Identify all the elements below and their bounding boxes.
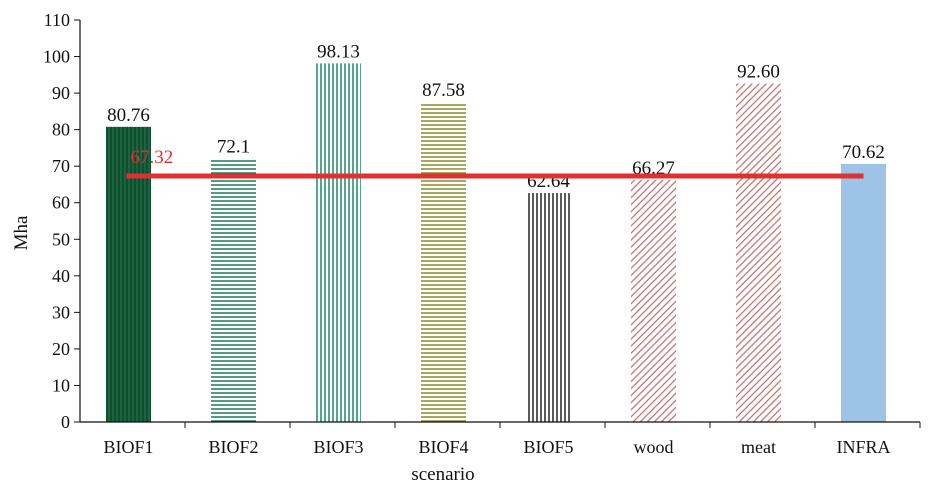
data-label: 70.62 (842, 142, 885, 163)
y-tick-label: 0 (61, 412, 70, 432)
x-tick-label: wood (634, 437, 674, 457)
bar-biof5 (526, 193, 571, 422)
x-tick-label: BIOF2 (208, 437, 258, 457)
data-label: 92.60 (737, 62, 780, 83)
bar-biof1 (106, 126, 151, 422)
axes (79, 20, 920, 423)
y-tick-label: 40 (52, 266, 70, 286)
y-tick-label: 110 (44, 10, 70, 30)
y-tick-label: 30 (52, 302, 70, 322)
x-tick-label: BIOF5 (523, 437, 573, 457)
bar-biof3 (316, 63, 361, 422)
reference-line-label: 67.32 (131, 147, 174, 168)
bar-biof4 (421, 101, 466, 422)
data-label: 87.58 (422, 80, 465, 101)
bar-biof2 (211, 158, 256, 423)
bar-meat (736, 83, 781, 423)
y-tick-label: 90 (52, 83, 70, 103)
x-axis-ticks: BIOF1 BIOF2 BIOF3 BIOF4 BIOF5 wood meat INFRA (103, 422, 921, 457)
bar-wood (631, 179, 676, 422)
data-label: 98.13 (317, 41, 360, 62)
reference-line-group: 67.32 (126, 147, 864, 179)
y-axis-title: Mha (11, 215, 32, 250)
x-axis-title: scenario (411, 464, 474, 485)
x-tick-label: meat (741, 437, 776, 457)
y-tick-label: 80 (52, 120, 70, 140)
data-label: 80.76 (107, 105, 150, 126)
x-tick-label: BIOF3 (313, 437, 363, 457)
x-tick-label: INFRA (836, 437, 890, 457)
y-tick-label: 20 (52, 339, 70, 359)
y-axis-ticks: 0 10 20 30 40 50 60 70 80 90 100 110 (43, 10, 80, 432)
y-tick-label: 60 (52, 193, 70, 213)
bar-infra (841, 163, 886, 422)
y-tick-label: 100 (43, 47, 70, 67)
y-tick-label: 10 (52, 375, 70, 395)
y-tick-label: 70 (52, 156, 70, 176)
x-tick-label: BIOF4 (418, 437, 468, 457)
data-label: 72.1 (217, 137, 250, 158)
x-tick-label: BIOF1 (103, 437, 153, 457)
y-tick-label: 50 (52, 229, 70, 249)
